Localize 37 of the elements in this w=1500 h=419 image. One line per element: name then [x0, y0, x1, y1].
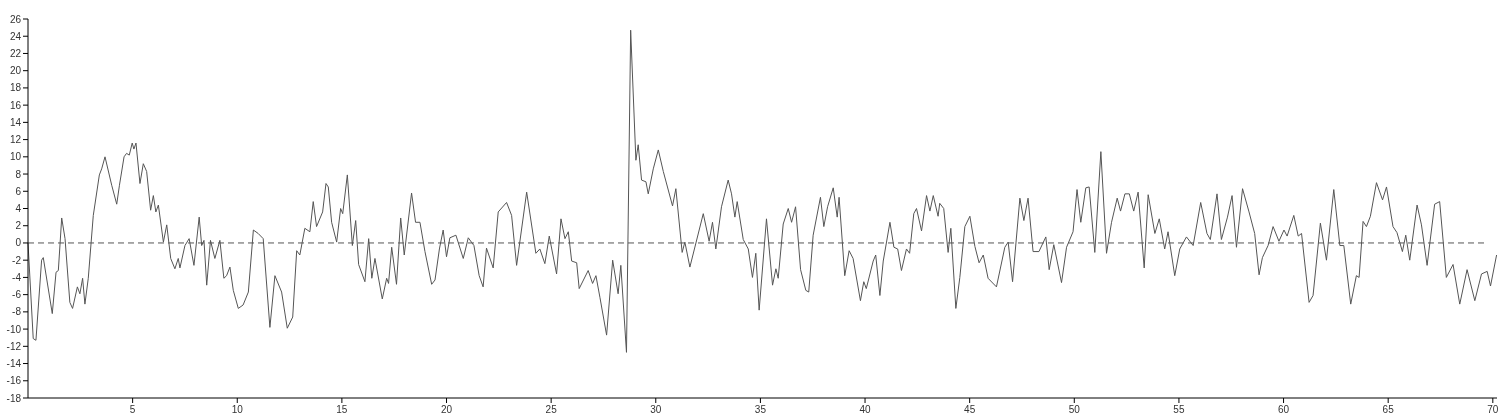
x-tick-label: 45 [964, 404, 976, 415]
y-tick-label: 26 [9, 13, 22, 25]
y-tick-label: 14 [9, 116, 22, 128]
y-tick-label: 4 [15, 203, 22, 214]
x-tick-label: 70 [1487, 404, 1499, 415]
x-tick-label: 40 [859, 404, 872, 415]
x-tick-label: 60 [1277, 404, 1290, 415]
y-tick-label: 6 [15, 185, 22, 197]
y-tick-label: -12 [6, 340, 22, 352]
x-tick-label: 20 [440, 404, 453, 415]
x-tick-label: 35 [754, 404, 767, 415]
y-tick-label: -4 [12, 271, 22, 283]
y-tick-label: 24 [9, 30, 22, 42]
y-tick-label: 2 [15, 220, 22, 232]
y-tick-label: 0 [15, 237, 22, 249]
y-tick-label: -6 [12, 289, 22, 301]
x-tick-label: 25 [545, 404, 558, 415]
y-tick-label: -8 [12, 306, 22, 318]
y-tick-label: -18 [6, 392, 22, 404]
y-tick-label: -2 [12, 254, 22, 266]
x-tick-label: 10 [231, 404, 244, 415]
y-tick-label: 16 [9, 99, 22, 111]
y-tick-label: -14 [6, 358, 22, 370]
y-tick-label: -10 [6, 323, 22, 335]
x-tick-label: 55 [1173, 404, 1185, 415]
y-tick-label: 12 [9, 134, 22, 146]
x-tick-label: 5 [129, 404, 136, 415]
y-tick-label: 20 [9, 65, 22, 77]
x-tick-label: 50 [1068, 404, 1081, 415]
x-tick-label: 30 [650, 404, 662, 415]
y-tick-label: 18 [9, 82, 22, 94]
x-tick-label: 65 [1382, 404, 1395, 415]
y-tick-label: 10 [9, 151, 22, 163]
y-tick-label: 22 [9, 47, 22, 59]
x-tick-label: 15 [336, 404, 348, 415]
y-tick-label: -16 [6, 375, 22, 387]
y-tick-label: 8 [15, 168, 22, 180]
